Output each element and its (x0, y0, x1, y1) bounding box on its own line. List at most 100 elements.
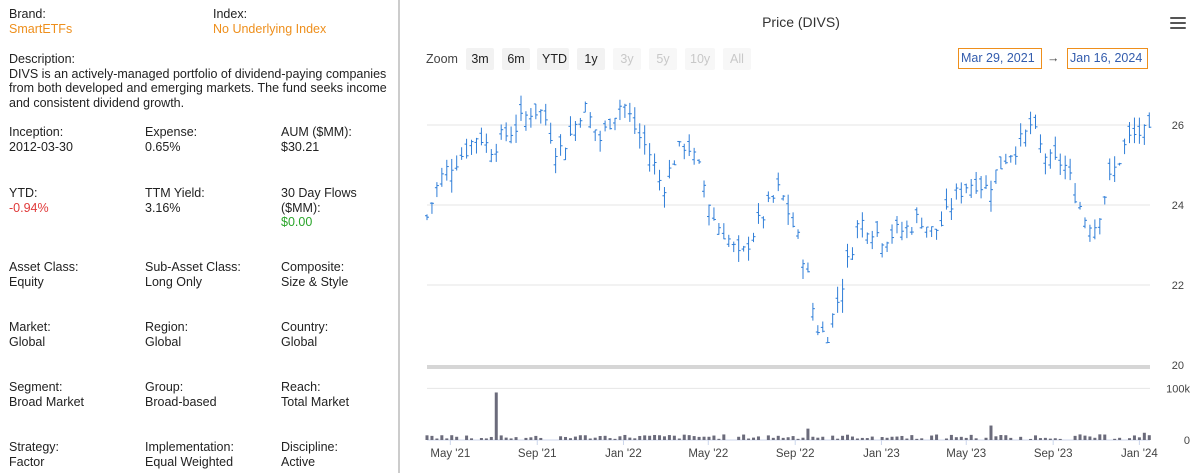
price-ohlc-bar (1127, 122, 1132, 144)
volume-bar (895, 436, 899, 440)
price-ohlc-bar (993, 169, 998, 184)
price-ohlc-bar (988, 180, 993, 212)
sub-asset-class-label: Sub-Asset Class: (145, 260, 241, 274)
volume-bar (742, 434, 746, 440)
volume-bar (900, 435, 904, 440)
index-value[interactable]: No Underlying Index (213, 21, 327, 36)
price-ohlc-bar (464, 138, 469, 159)
volume-bar (801, 437, 805, 440)
price-ohlc-bar (1013, 146, 1018, 165)
price-ohlc-bar (909, 227, 914, 235)
volume-bar (870, 436, 874, 440)
price-ohlc-bar (1087, 224, 1092, 242)
sub-asset-class-field: Sub-Asset Class: Long Only (145, 260, 241, 289)
discipline-label: Discipline: (281, 440, 338, 454)
strategy-value: Factor (9, 454, 45, 469)
price-ohlc-bar (692, 147, 697, 165)
volume-bar (1058, 438, 1062, 440)
zoom-label: Zoom (426, 52, 458, 66)
price-ohlc-bar (439, 167, 444, 187)
volume-bar (435, 438, 439, 440)
price-ohlc-bar (875, 220, 880, 237)
x-tick-label: Sep '21 (518, 448, 557, 460)
price-ohlc-bar (568, 116, 573, 137)
price-ohlc-bar (934, 228, 939, 240)
price-ohlc-bar (1112, 156, 1117, 183)
volume-bar (628, 437, 632, 440)
price-ohlc-bar (523, 111, 528, 131)
zoom-1y-button[interactable]: 1y (577, 48, 605, 70)
zoom-ytd-button[interactable]: YTD (537, 48, 569, 70)
volume-bar (915, 438, 919, 440)
volume-bar (707, 436, 711, 440)
volume-bar (880, 437, 884, 440)
price-ohlc-bar (528, 108, 533, 128)
price-ohlc-bar (1078, 201, 1083, 210)
price-ohlc-bar (682, 143, 687, 160)
price-volume-chart[interactable]: 20 22 24 26 0 100k May '21 Sep '21 Jan '22 May '2… (402, 0, 1200, 473)
volume-bar (1142, 432, 1146, 440)
price-ohlc-bar (800, 259, 805, 279)
volume-bar (653, 434, 657, 440)
from-date-input[interactable]: Mar 29, 2021 (958, 48, 1042, 69)
asset-class-label: Asset Class: (9, 260, 79, 274)
volume-bar (1043, 437, 1047, 440)
price-ohlc-bar (603, 120, 608, 132)
volume-bar (672, 435, 676, 440)
volume-bar (954, 437, 958, 440)
volume-bar (999, 435, 1003, 440)
x-tick-label: Jan '23 (863, 448, 900, 460)
volume-bar (514, 437, 518, 440)
volume-bar (771, 437, 775, 440)
price-ohlc-bar (825, 336, 830, 344)
price-ohlc-bar (756, 203, 761, 224)
zoom-6m-button[interactable]: 6m (502, 48, 530, 70)
inception-field: Inception: 2012-03-30 (9, 125, 73, 154)
x-tick-label: Jan '22 (605, 448, 642, 460)
price-ohlc-bar (563, 147, 568, 161)
price-ohlc-bar (608, 118, 613, 130)
price-ohlc-bar (1122, 138, 1127, 155)
price-ohlc-bar (1082, 217, 1087, 229)
volume-bar (776, 435, 780, 440)
implementation-label: Implementation: (145, 440, 234, 454)
price-ohlc-bar (885, 241, 890, 253)
volume-bar (791, 436, 795, 440)
volume-bar (1019, 436, 1023, 440)
volume-bar (846, 434, 850, 440)
volume-bar (613, 438, 617, 440)
volume-bar (964, 437, 968, 440)
to-date-input[interactable]: Jan 16, 2024 (1067, 48, 1148, 69)
composite-label: Composite: (281, 260, 345, 274)
ytd-label: YTD: (9, 186, 38, 200)
volume-bar (994, 436, 998, 440)
volume-bar (737, 436, 741, 440)
price-ohlc-bar (622, 103, 627, 118)
volume-bar (969, 434, 973, 440)
ttm-yield-label: TTM Yield: (145, 186, 205, 200)
market-value: Global (9, 334, 46, 349)
price-ohlc-bar (1053, 136, 1058, 160)
segment-value: Broad Market (9, 394, 85, 409)
volume-bar (623, 434, 627, 440)
x-tick-label: May '22 (688, 448, 728, 460)
zoom-5y-button: 5y (649, 48, 677, 70)
volume-bar (1147, 435, 1151, 440)
volume-bar (593, 437, 597, 440)
volume-tick-label: 0 (1184, 435, 1190, 447)
group-label: Group: (145, 380, 184, 394)
volume-bar (752, 437, 756, 440)
price-ohlc-bar (702, 180, 707, 198)
brand-value[interactable]: SmartETFs (9, 21, 73, 36)
volume-bar (504, 437, 508, 440)
price-ohlc-bar (815, 325, 820, 336)
price-ohlc-bar (998, 156, 1003, 170)
price-ohlc-bar (642, 125, 647, 155)
volume-bar (682, 434, 686, 440)
zoom-3m-button[interactable]: 3m (466, 48, 494, 70)
volume-bar (816, 437, 820, 440)
price-ohlc-bar (1028, 111, 1033, 135)
zoom-3y-button: 3y (613, 48, 641, 70)
volume-bar (935, 434, 939, 440)
hamburger-menu-icon[interactable] (1170, 17, 1186, 31)
